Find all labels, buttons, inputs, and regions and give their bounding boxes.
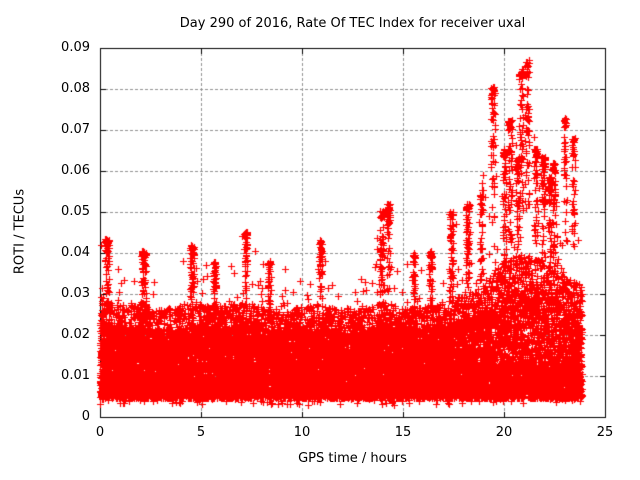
y-tick-label: 0.01 xyxy=(61,368,90,383)
y-tick-label: 0.08 xyxy=(61,81,90,96)
plot-area xyxy=(91,39,614,426)
y-tick-label: 0.05 xyxy=(61,204,90,219)
x-tick-label: 25 xyxy=(596,425,614,440)
y-tick-label: 0 xyxy=(81,409,90,424)
x-tick-label: 20 xyxy=(495,425,513,440)
x-tick-label: 15 xyxy=(394,425,412,440)
y-tick-label: 0.07 xyxy=(61,122,90,137)
x-axis-label: GPS time / hours xyxy=(298,451,407,466)
chart-title: Day 290 of 2016, Rate Of TEC Index for r… xyxy=(179,16,526,31)
scatter-canvas xyxy=(91,39,614,426)
x-tick-label: 0 xyxy=(95,425,105,440)
x-tick-label: 10 xyxy=(293,425,311,440)
y-tick-label: 0.06 xyxy=(61,163,90,178)
y-tick-label: 0.03 xyxy=(61,286,90,301)
y-tick-label: 0.04 xyxy=(61,245,90,260)
y-tick-label: 0.02 xyxy=(61,327,90,342)
x-tick-label: 5 xyxy=(196,425,206,440)
y-tick-label: 0.09 xyxy=(61,40,90,55)
